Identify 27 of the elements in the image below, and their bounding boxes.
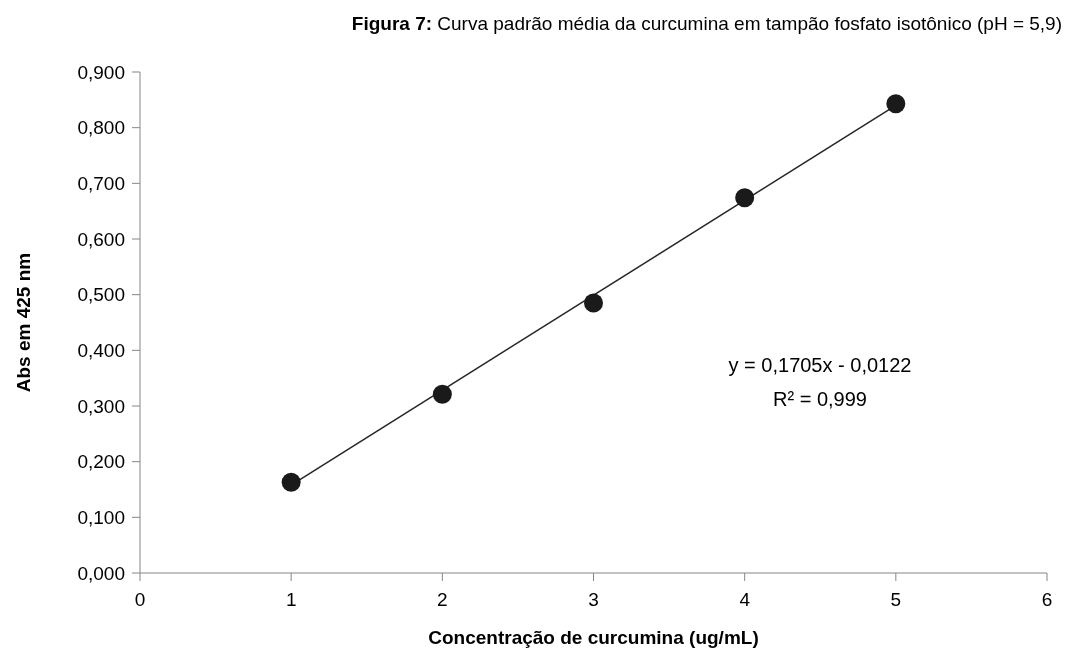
point (735, 188, 755, 208)
y-axis-title: Abs em 425 nm (13, 252, 34, 393)
x-tick-label: 6 (1041, 589, 1053, 610)
annotation: y = 0,1705x - 0,0122 (728, 354, 912, 376)
point (886, 94, 906, 114)
y-tick-label: 0,700 (77, 172, 125, 194)
y-tick-label: 0,900 (77, 61, 125, 83)
x-tick-label: 1 (285, 589, 297, 610)
x-tick-label: 3 (588, 589, 599, 610)
y-tick-label: 0,500 (77, 284, 125, 306)
x-axis-title: Concentração de curcumina (ug/mL) (428, 627, 759, 648)
x-tick-label: 0 (134, 589, 146, 610)
x-tick-label: 2 (437, 589, 448, 610)
y-tick-label: 0,200 (77, 451, 125, 473)
x-tick-label: 5 (890, 589, 902, 610)
y-tick-label: 0,400 (77, 339, 125, 361)
y-tick-label: 0,100 (77, 506, 125, 528)
annotation: R² = 0,999 (773, 388, 867, 410)
y-tick-label: 0,600 (77, 228, 125, 250)
point (584, 293, 603, 313)
y-tick-label: 0,800 (77, 117, 125, 139)
y-tick-label: 0,300 (77, 395, 125, 417)
y-tick-label: 0,000 (77, 562, 125, 584)
point (432, 384, 452, 404)
chart-title: Figura 7: Curva padrão média da curcumina em tampão fosfato isotônico (pH = 5,9) (351, 13, 1062, 34)
point (281, 472, 301, 492)
x-tick-label: 4 (739, 589, 751, 610)
